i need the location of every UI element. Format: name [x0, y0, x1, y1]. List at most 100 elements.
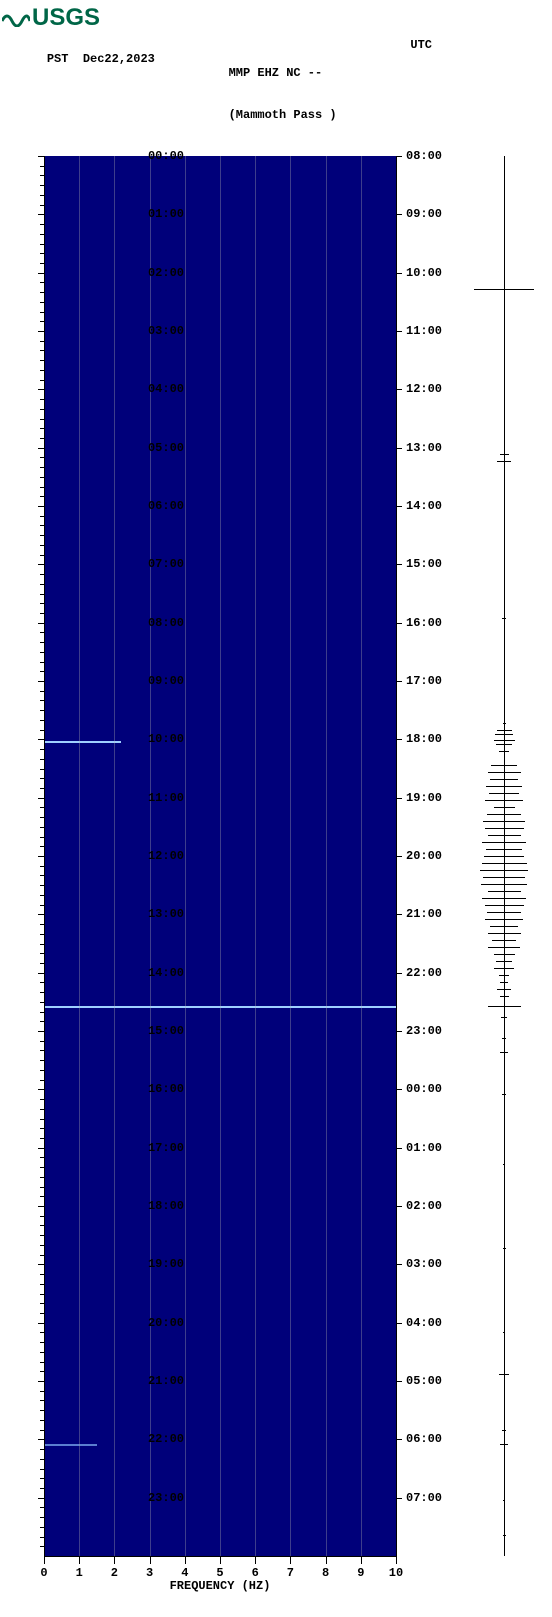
left-minor-tick — [40, 525, 44, 526]
left-minor-tick — [40, 963, 44, 964]
left-tick — [38, 1264, 44, 1265]
trace-spike — [488, 891, 521, 892]
left-minor-tick — [40, 438, 44, 439]
utc-hour-label: 08:00 — [406, 149, 442, 163]
plot-area: FREQUENCY (HZ) 01234567891000:0008:0001:… — [44, 156, 544, 1586]
left-tick — [38, 856, 44, 857]
trace-spike — [501, 1017, 507, 1018]
grid-vertical — [185, 156, 186, 1556]
left-minor-tick — [40, 807, 44, 808]
pst-hour-label: 06:00 — [140, 499, 184, 513]
left-minor-tick — [40, 175, 44, 176]
left-minor-tick — [40, 360, 44, 361]
left-minor-tick — [40, 846, 44, 847]
left-minor-tick — [40, 632, 44, 633]
pst-hour-label: 18:00 — [140, 1199, 184, 1213]
trace-spike — [490, 926, 519, 927]
usgs-wave-icon — [2, 9, 30, 27]
pst-hour-label: 00:00 — [140, 149, 184, 163]
x-tick-label: 2 — [111, 1566, 118, 1580]
left-minor-tick — [40, 613, 44, 614]
x-tick — [396, 1556, 397, 1564]
pst-hour-label: 10:00 — [140, 732, 184, 746]
left-minor-tick — [40, 477, 44, 478]
utc-hour-label: 17:00 — [406, 674, 442, 688]
header-date: Dec22,2023 — [83, 52, 155, 66]
left-minor-tick — [40, 1362, 44, 1363]
left-minor-tick — [40, 788, 44, 789]
x-tick-label: 3 — [146, 1566, 153, 1580]
left-minor-tick — [40, 934, 44, 935]
left-minor-tick — [40, 662, 44, 663]
left-minor-tick — [40, 1459, 44, 1460]
right-tick — [396, 681, 402, 682]
left-tick — [38, 156, 44, 157]
right-tick — [396, 1439, 402, 1440]
left-minor-tick — [40, 1041, 44, 1042]
trace-spike — [503, 723, 506, 724]
pst-hour-label: 12:00 — [140, 849, 184, 863]
grid-vertical — [220, 156, 221, 1556]
left-minor-tick — [40, 1070, 44, 1071]
pst-hour-label: 21:00 — [140, 1374, 184, 1388]
utc-hour-label: 20:00 — [406, 849, 442, 863]
left-minor-tick — [40, 341, 44, 342]
trace-spike — [488, 772, 521, 773]
pst-hour-label: 17:00 — [140, 1141, 184, 1155]
grid-vertical — [114, 156, 115, 1556]
left-minor-tick — [40, 817, 44, 818]
left-minor-tick — [40, 1284, 44, 1285]
left-tick — [38, 739, 44, 740]
right-tick — [396, 448, 402, 449]
left-tick — [38, 914, 44, 915]
trace-spike — [497, 989, 510, 990]
trace-spike — [503, 1332, 505, 1333]
left-minor-tick — [40, 1216, 44, 1217]
left-minor-tick — [40, 1187, 44, 1188]
pst-hour-label: 14:00 — [140, 966, 184, 980]
left-minor-tick — [40, 516, 44, 517]
x-tick-label: 1 — [76, 1566, 83, 1580]
left-minor-tick — [40, 321, 44, 322]
left-minor-tick — [40, 1274, 44, 1275]
left-minor-tick — [40, 380, 44, 381]
trace-spike — [485, 919, 522, 920]
trace-spike — [483, 877, 525, 878]
trace-spike — [488, 933, 521, 934]
left-minor-tick — [40, 1430, 44, 1431]
left-minor-tick — [40, 944, 44, 945]
left-minor-tick — [40, 1167, 44, 1168]
pst-hour-label: 15:00 — [140, 1024, 184, 1038]
left-minor-tick — [40, 691, 44, 692]
x-tick — [114, 1556, 115, 1564]
left-tick — [38, 1148, 44, 1149]
left-minor-tick — [40, 1255, 44, 1256]
left-minor-tick — [40, 1109, 44, 1110]
left-minor-tick — [40, 234, 44, 235]
trace-spike — [503, 1500, 505, 1501]
left-minor-tick — [40, 992, 44, 993]
utc-hour-label: 10:00 — [406, 266, 442, 280]
left-minor-tick — [40, 730, 44, 731]
right-tick — [396, 1148, 402, 1149]
left-minor-tick — [40, 652, 44, 653]
trace-spike — [497, 730, 512, 731]
left-minor-tick — [40, 759, 44, 760]
trace-spike — [482, 898, 525, 899]
right-tick — [396, 856, 402, 857]
x-tick — [361, 1556, 362, 1564]
trace-spike — [485, 800, 522, 801]
right-tick — [396, 1206, 402, 1207]
trace-spike — [503, 1248, 506, 1249]
left-tick — [38, 1206, 44, 1207]
x-tick-label: 4 — [181, 1566, 188, 1580]
pst-hour-label: 11:00 — [140, 791, 184, 805]
left-minor-tick — [40, 1002, 44, 1003]
left-minor-tick — [40, 205, 44, 206]
left-minor-tick — [40, 545, 44, 546]
trace-spike — [499, 1374, 510, 1375]
trace-spike — [491, 765, 516, 766]
usgs-text: USGS — [32, 4, 100, 32]
left-minor-tick — [40, 1410, 44, 1411]
trace-spike — [502, 1430, 506, 1431]
